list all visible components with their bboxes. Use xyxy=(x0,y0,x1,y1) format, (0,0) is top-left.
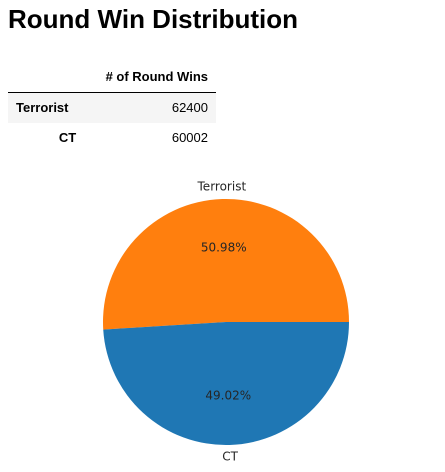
pie-slice-ct xyxy=(103,322,349,445)
table-header-row: # of Round Wins xyxy=(8,62,216,93)
row-label-ct: CT xyxy=(8,123,84,153)
row-label-terrorist: Terrorist xyxy=(8,93,84,124)
cell-ct-wins: 60002 xyxy=(84,123,216,153)
pie-percent-ct: 49.02% xyxy=(205,388,251,402)
table-row-terrorist: Terrorist 62400 xyxy=(8,93,216,124)
pie-label-ct: CT xyxy=(222,450,238,464)
pie-label-terrorist: Terrorist xyxy=(197,179,247,193)
page-title: Round Win Distribution xyxy=(8,2,298,36)
round-wins-table: # of Round Wins Terrorist 62400 CT 60002 xyxy=(8,62,216,153)
pie-percent-terrorist: 50.98% xyxy=(201,241,247,255)
round-win-pie-chart: Terrorist 50.98% CT 49.02% xyxy=(0,170,445,470)
table-corner-header xyxy=(8,62,84,93)
cell-terrorist-wins: 62400 xyxy=(84,93,216,124)
column-header-round-wins: # of Round Wins xyxy=(84,62,216,93)
pie-slice-terrorist xyxy=(103,199,349,330)
table-row-ct: CT 60002 xyxy=(8,123,216,153)
